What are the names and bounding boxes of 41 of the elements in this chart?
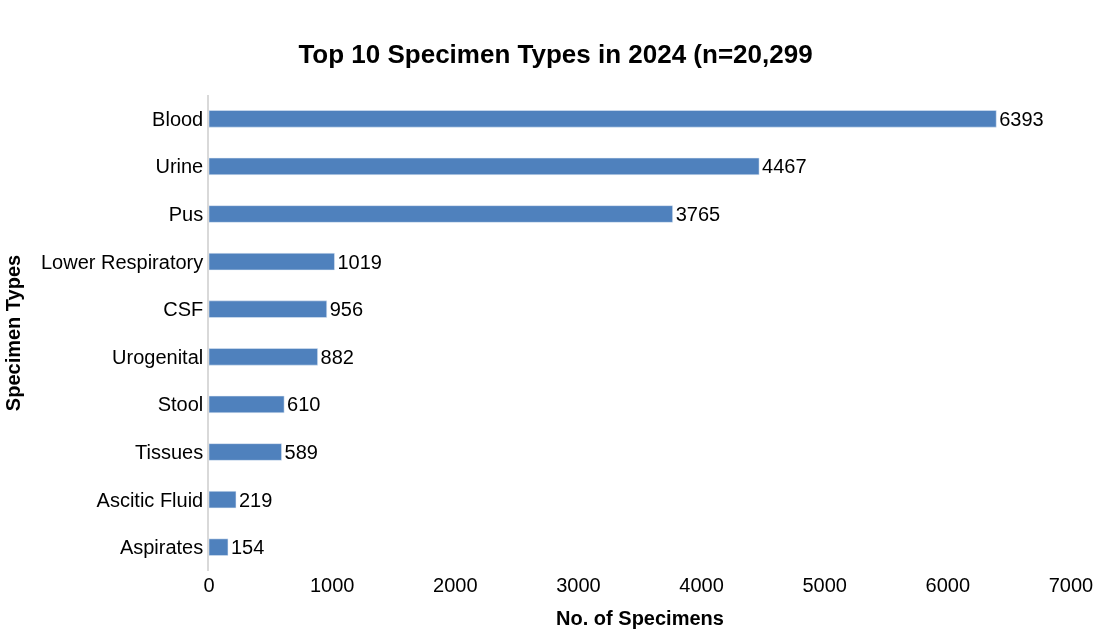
x-tick-label: 5000 xyxy=(802,574,847,596)
x-axis-title: No. of Specimens xyxy=(556,606,724,629)
x-tick-label: 7000 xyxy=(1048,574,1094,596)
data-label: 219 xyxy=(238,488,273,511)
data-label: 3765 xyxy=(675,203,721,225)
y-tick-label: Blood xyxy=(152,107,204,130)
bar xyxy=(209,205,673,223)
data-label: 1019 xyxy=(337,250,382,273)
y-tick-label: Tissues xyxy=(135,441,204,463)
y-tick-label: Ascitic Fluid xyxy=(96,488,204,511)
bar xyxy=(209,253,335,271)
x-tick-label: 6000 xyxy=(925,574,971,596)
y-tick-label: Urine xyxy=(155,155,204,178)
bar xyxy=(209,157,760,175)
bar xyxy=(209,491,237,509)
bar xyxy=(209,348,318,366)
x-tick-label: 1000 xyxy=(309,574,355,596)
x-tick-label: 2000 xyxy=(433,574,478,596)
y-tick-label: CSF xyxy=(163,298,204,321)
bar xyxy=(209,395,285,413)
y-axis-title: Specimen Types xyxy=(1,254,24,412)
bar xyxy=(209,443,282,461)
x-tick-label: 0 xyxy=(203,574,215,596)
y-tick-label: Stool xyxy=(157,393,204,416)
data-label: 956 xyxy=(329,298,364,321)
y-tick-label: Urogenital xyxy=(112,345,204,368)
bar xyxy=(209,538,229,556)
y-tick-label: Aspirates xyxy=(119,536,204,559)
chart-title: Top 10 Specimen Types in 2024 (n=20,299 xyxy=(298,38,813,69)
bar xyxy=(209,110,997,128)
data-label: 6393 xyxy=(999,107,1044,130)
data-label: 589 xyxy=(284,441,318,463)
x-tick-label: 3000 xyxy=(556,574,601,596)
data-label: 882 xyxy=(320,345,354,368)
data-label: 4467 xyxy=(762,155,807,178)
data-label: 610 xyxy=(287,393,321,416)
y-tick-label: Lower Respiratory xyxy=(40,250,204,273)
data-label: 154 xyxy=(230,536,265,559)
y-tick-label: Pus xyxy=(168,203,204,225)
x-tick-label: 4000 xyxy=(679,574,724,596)
bar xyxy=(209,300,327,318)
